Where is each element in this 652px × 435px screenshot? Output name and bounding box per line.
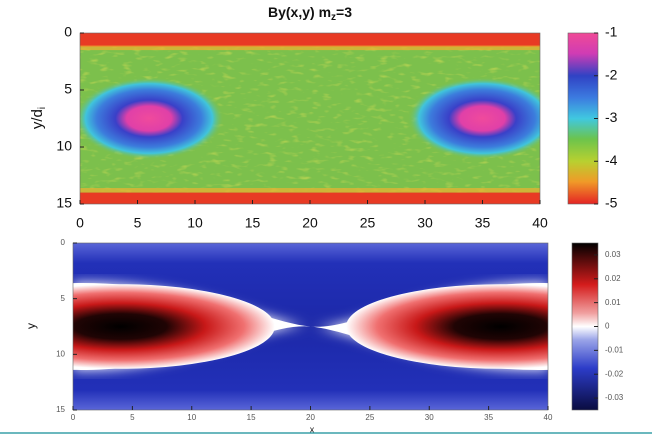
colorbar-tick-label: -4 (605, 152, 618, 168)
field-band (80, 45, 540, 51)
field-band (80, 192, 540, 204)
colorbar-tick-label: -2 (605, 66, 618, 82)
colorbar-tick-label: 0 (605, 322, 610, 331)
x-tick-label: 25 (365, 413, 374, 422)
heatmap-field (80, 33, 540, 204)
title-subscript: z (331, 12, 336, 23)
x-tick-label: 20 (302, 215, 318, 231)
x-tick-label: 30 (417, 215, 433, 231)
x-tick-label: 15 (245, 215, 261, 231)
y-tick-label: 0 (61, 238, 66, 247)
x-tick-label: 15 (247, 413, 256, 422)
y-axis-label: y (24, 323, 38, 329)
colorbar-tick-label: 0.03 (605, 250, 621, 259)
x-axis-label: x (310, 424, 315, 434)
field-lobe (346, 284, 548, 369)
x-tick-label: 5 (134, 215, 142, 231)
x-tick-label: 30 (425, 413, 434, 422)
colorbar-tick-label: -0.02 (605, 369, 624, 378)
x-tick-label: 0 (71, 413, 76, 422)
field-band (80, 188, 540, 193)
y-axis-label: y/di (29, 107, 48, 129)
x-tick-label: 35 (475, 215, 491, 231)
y-tick-label: 15 (56, 405, 65, 414)
x-tick-label: 25 (360, 215, 376, 231)
title-rest: =3 (336, 4, 352, 20)
y-tick-label: 15 (56, 195, 72, 211)
title-text: By(x,y) m (268, 4, 331, 20)
field-vortex (80, 77, 224, 160)
x-tick-label: 35 (484, 413, 493, 422)
colorbar-tick-label: -0.03 (605, 393, 624, 402)
x-tick-label: 10 (187, 413, 196, 422)
y-tick-label: 0 (64, 24, 72, 40)
y-label-text: y/d (29, 109, 46, 129)
x-tick-label: 40 (532, 215, 548, 231)
colorbar-tick-label: -5 (605, 195, 618, 211)
colorbar-tick-label: -1 (605, 24, 618, 40)
x-tick-label: 10 (187, 215, 203, 231)
heatmap-field (73, 243, 548, 410)
x-tick-label: 40 (544, 413, 553, 422)
y-label-subscript: i (37, 107, 48, 109)
field-lobe (73, 284, 275, 369)
field-band (80, 33, 540, 47)
field-vortex (407, 77, 540, 160)
y-tick-label: 5 (64, 81, 72, 97)
colorbar-tick-label: -0.01 (605, 345, 624, 354)
colorbar-tick-label: 0.01 (605, 298, 621, 307)
x-tick-label: 5 (130, 413, 135, 422)
x-tick-label: 20 (306, 413, 315, 422)
x-tick-label: 0 (76, 215, 84, 231)
colorbar (571, 242, 599, 411)
colorbar (567, 32, 599, 205)
y-tick-label: 5 (61, 294, 66, 303)
chart-title: By(x,y) mz=3 (268, 4, 352, 23)
colorbar-tick-label: -3 (605, 109, 618, 125)
y-tick-label: 10 (56, 138, 72, 154)
y-tick-label: 10 (56, 349, 65, 358)
colorbar-tick-label: 0.02 (605, 274, 621, 283)
